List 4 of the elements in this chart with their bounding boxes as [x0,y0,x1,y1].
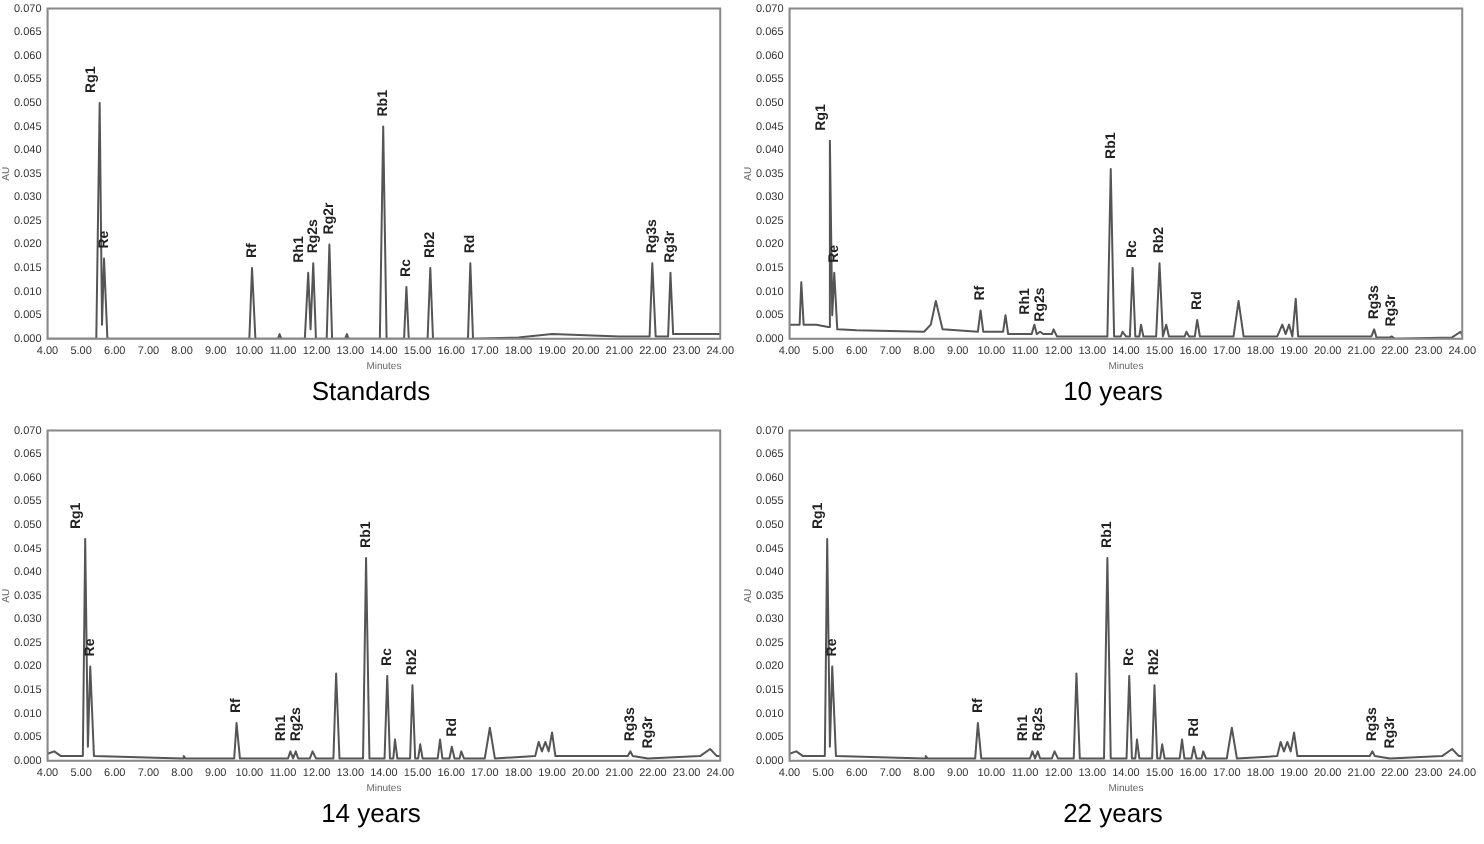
text: 22 years [1061,796,1165,832]
text: 10 years [1061,374,1165,410]
text: Standards [309,374,433,410]
text: 14 years [319,796,423,832]
